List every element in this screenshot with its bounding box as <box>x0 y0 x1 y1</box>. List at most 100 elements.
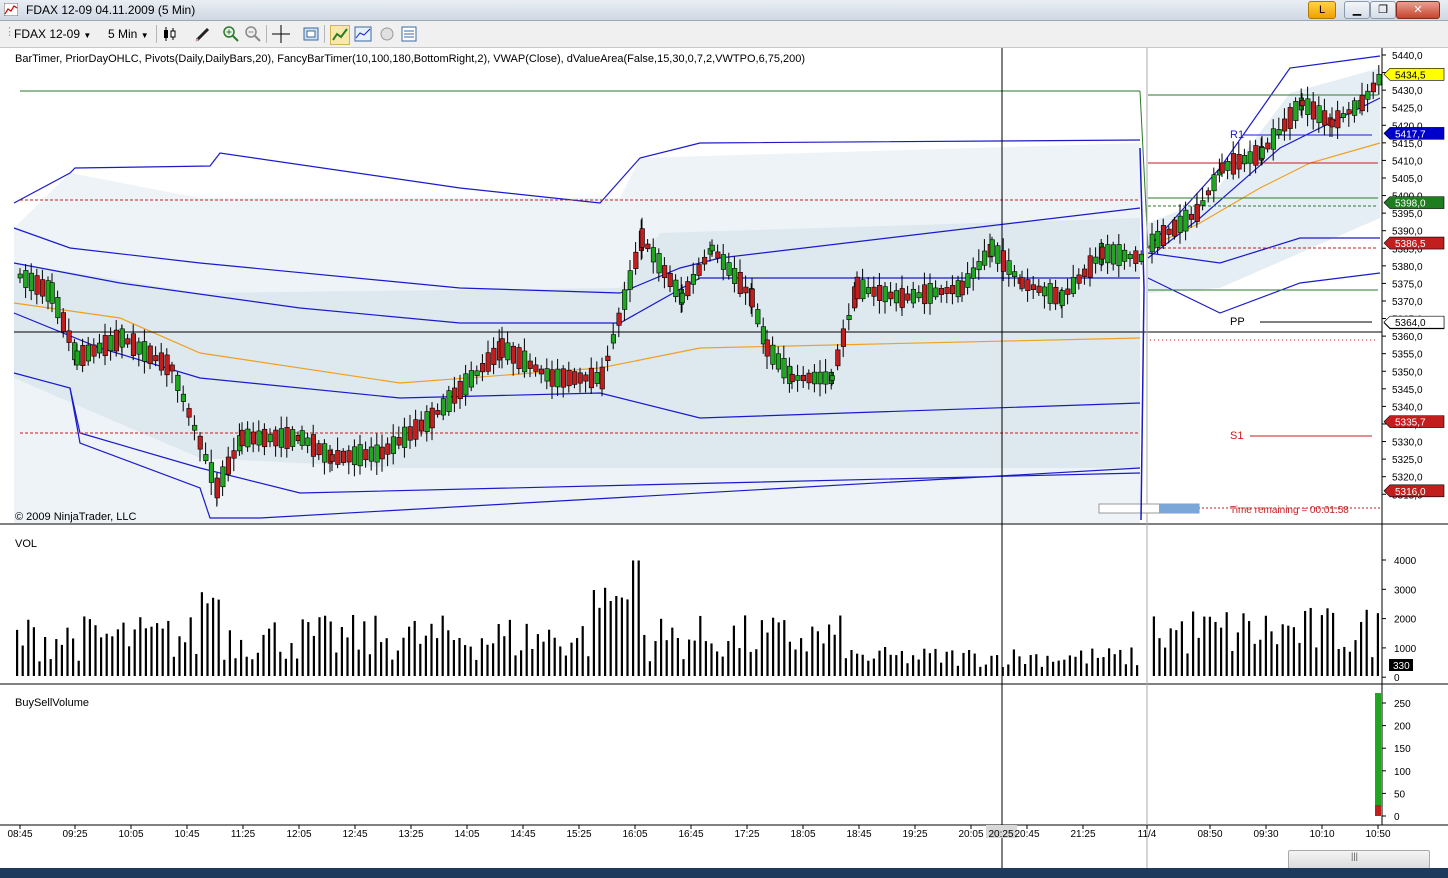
data-box-icon[interactable] <box>400 25 418 43</box>
volume-bar <box>150 626 153 676</box>
zoom-in-icon[interactable] <box>222 25 240 43</box>
volume-bar <box>1270 631 1273 676</box>
price-tick-label: 5390,0 <box>1392 227 1423 238</box>
close-icon: ✕ <box>1413 4 1423 16</box>
volume-bar <box>917 659 920 676</box>
draw-pencil-icon[interactable] <box>194 25 212 43</box>
candle-body <box>627 270 633 290</box>
volume-bar <box>777 622 780 676</box>
candle-body <box>1012 271 1018 277</box>
candle-body <box>583 374 589 382</box>
candle-body <box>284 427 290 449</box>
sell-volume-bar <box>1375 805 1381 816</box>
window-titlebar: FDAX 12-09 04.11.2009 (5 Min) L ▁ ❐ ✕ <box>0 0 1448 21</box>
minimize-button[interactable]: ▁ <box>1344 1 1370 19</box>
instrument-selector[interactable]: FDAX 12-09 ▼ <box>14 25 91 43</box>
candle-body <box>865 287 872 294</box>
candle-body <box>203 454 209 462</box>
candle-body <box>1087 255 1093 278</box>
price-tick-label: 5405,0 <box>1392 174 1423 185</box>
price-marker-label: 5434,5 <box>1395 70 1426 81</box>
volume-bar <box>968 650 971 676</box>
candle-body <box>702 256 708 265</box>
volume-last-label: 330 <box>1393 661 1410 672</box>
candle-body <box>357 444 363 467</box>
properties-icon[interactable] <box>302 25 320 43</box>
candle-body <box>1127 254 1133 259</box>
candle-body <box>290 429 296 447</box>
bar-timer-fill <box>1159 504 1199 513</box>
volume-bar <box>1220 627 1223 676</box>
volume-bar <box>1057 660 1060 676</box>
volume-bar <box>335 652 338 676</box>
candle-body <box>1133 250 1139 264</box>
candle-body <box>147 345 153 364</box>
candle-body <box>732 268 738 284</box>
close-button[interactable]: ✕ <box>1396 1 1440 19</box>
volume-bar <box>620 597 623 676</box>
candle-body <box>916 292 922 299</box>
toolbar-separator <box>156 25 157 43</box>
time-tick-label: 10:45 <box>174 829 199 840</box>
strategy-icon[interactable] <box>330 25 350 45</box>
chart-trader-icon[interactable] <box>378 25 396 43</box>
volume-bar <box>178 636 181 676</box>
candle-body <box>407 426 413 441</box>
volume-bar <box>940 662 943 676</box>
candlestick-icon[interactable] <box>162 25 180 43</box>
candle-body <box>610 334 617 344</box>
volume-bar <box>256 652 259 676</box>
time-tick-label: 18:05 <box>790 829 815 840</box>
volume-panel-label: VOL <box>15 538 37 550</box>
candle-body <box>622 289 628 310</box>
candle-body <box>335 450 341 465</box>
candle-body <box>273 429 279 447</box>
volume-bar <box>469 646 472 676</box>
candle-body <box>262 428 268 448</box>
volume-bar <box>1214 621 1217 676</box>
time-tick-label: 10:10 <box>1309 829 1334 840</box>
candle-body <box>806 372 812 384</box>
price-chart[interactable]: 5440,05435,05430,05425,05420,05415,05410… <box>0 48 1448 868</box>
time-tick-label: 12:05 <box>286 829 311 840</box>
candle-body <box>1236 153 1242 170</box>
crosshair-icon[interactable] <box>272 25 290 43</box>
candle-body <box>485 352 491 372</box>
time-tick-label: 14:05 <box>454 829 479 840</box>
volume-bar <box>1046 655 1049 676</box>
l-button[interactable]: L <box>1308 1 1336 19</box>
candle-body <box>256 430 262 446</box>
candle-body <box>379 446 385 460</box>
candle-body <box>480 363 486 373</box>
candle-body <box>1110 244 1116 265</box>
candle-body <box>1340 113 1346 118</box>
maximize-button[interactable]: ❐ <box>1370 1 1396 19</box>
volume-bar <box>268 628 271 676</box>
candle-body <box>1225 160 1231 171</box>
candle-body <box>760 326 767 345</box>
candle-body <box>679 292 685 304</box>
volume-bar <box>1360 621 1363 676</box>
candle-body <box>899 288 905 308</box>
volume-bar <box>716 651 719 676</box>
time-tick-label: 12:45 <box>342 829 367 840</box>
price-marker-label: 5364,0 <box>1395 318 1426 329</box>
indicators-icon[interactable] <box>354 25 372 43</box>
volume-bar <box>945 651 948 676</box>
volume-bar <box>447 630 450 676</box>
volume-bar <box>312 635 315 676</box>
volume-bar <box>1001 666 1004 676</box>
candle-body <box>522 350 528 373</box>
volume-bar <box>88 619 91 676</box>
interval-selector[interactable]: 5 Min ▼ <box>108 25 149 43</box>
zoom-out-icon[interactable] <box>244 25 262 43</box>
horizontal-scrollbar[interactable]: ||| <box>1288 850 1430 869</box>
volume-bar <box>856 653 859 676</box>
candle-body <box>1211 174 1217 192</box>
volume-bar <box>475 659 478 676</box>
volume-bar <box>956 665 959 676</box>
candle-body <box>673 279 679 298</box>
price-tick-label: 5410,0 <box>1392 156 1423 167</box>
candle-body <box>656 253 662 274</box>
candle-body <box>102 335 108 357</box>
